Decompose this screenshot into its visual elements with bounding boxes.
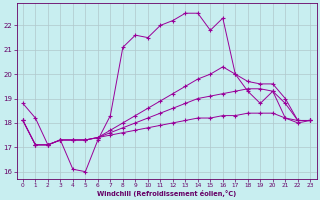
X-axis label: Windchill (Refroidissement éolien,°C): Windchill (Refroidissement éolien,°C) (97, 190, 236, 197)
